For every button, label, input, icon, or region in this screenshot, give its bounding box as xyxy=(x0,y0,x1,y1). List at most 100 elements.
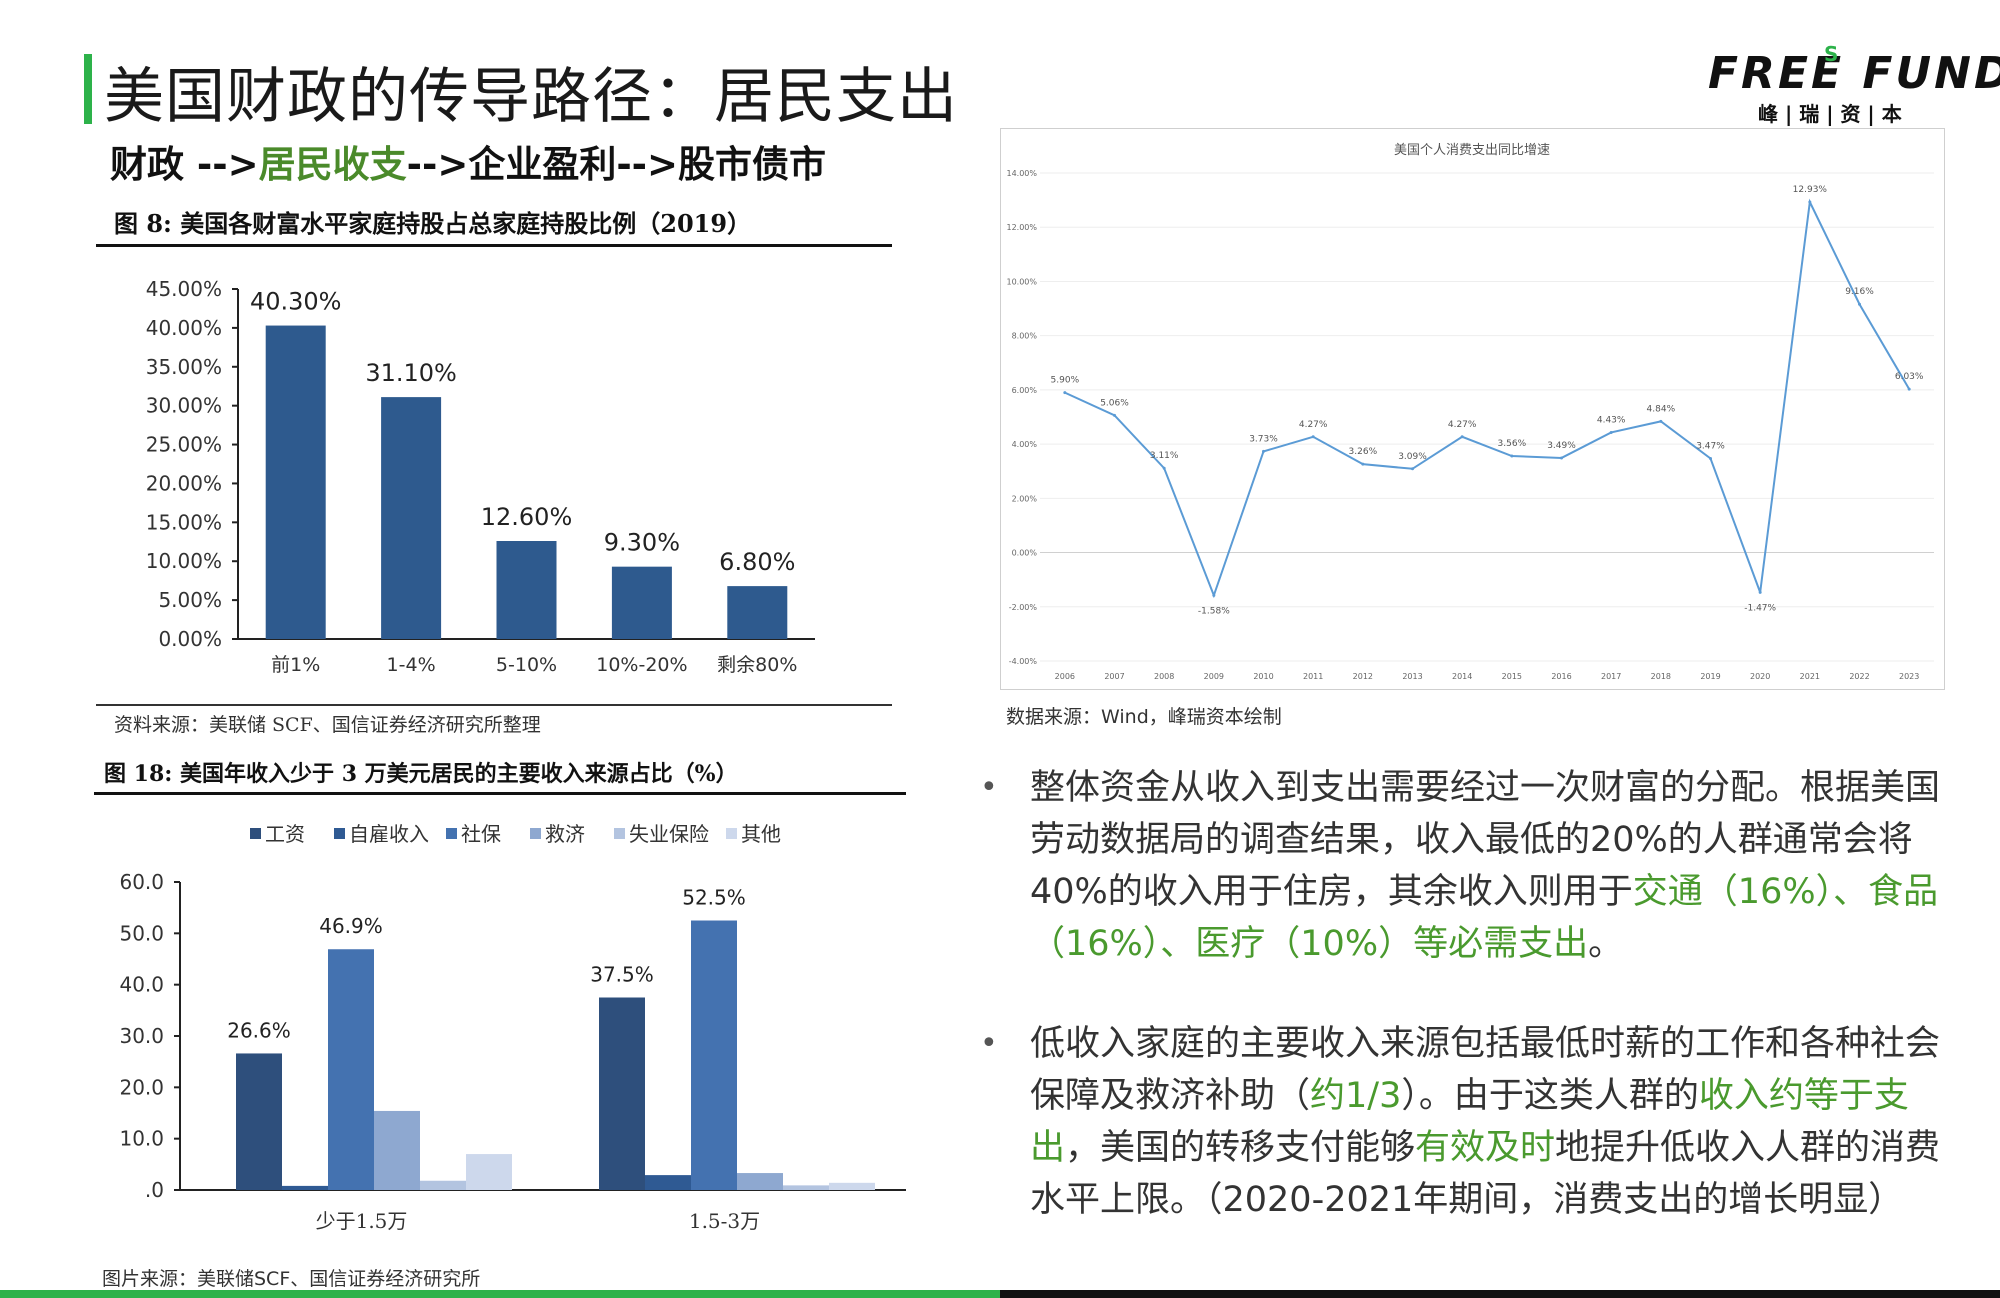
line-chart-point xyxy=(1063,391,1067,395)
fig8-y-tick-label: 45.00% xyxy=(146,277,222,301)
fig18-legend-label: 自雇收入 xyxy=(349,822,429,846)
fig18-bar xyxy=(328,949,374,1190)
fig18-x-tick-label: 1.5-3万 xyxy=(689,1209,760,1233)
bullet-dot-1: • xyxy=(980,770,998,805)
bullet-paragraph-2: 低收入家庭的主要收入来源包括最低时薪的工作和各种社会保障及救济补助（约1/3）。… xyxy=(1030,1018,1960,1226)
line-chart-y-tick-label: 6.00% xyxy=(1012,386,1038,395)
fig18-y-tick-label: 20.0 xyxy=(119,1075,164,1099)
fig8-value-label: 12.60% xyxy=(481,503,573,531)
fig18-y-tick-label: 50.0 xyxy=(119,921,164,945)
bullet-2-text-2: 约1/3 xyxy=(1310,1076,1402,1116)
page-title: 美国财政的传导路径：居民支出 xyxy=(104,62,958,132)
fig8-y-tick-label: 35.00% xyxy=(146,355,222,379)
line-chart-data-label: 3.11% xyxy=(1150,451,1179,461)
fig18-legend-swatch xyxy=(614,828,625,839)
line-chart-point xyxy=(1560,456,1563,460)
subtitle-part-1: 财政 --> xyxy=(110,143,259,186)
line-chart-data-label: 4.27% xyxy=(1299,420,1328,430)
line-chart-data-label: 4.43% xyxy=(1597,415,1626,425)
fig18-value-label: 52.5% xyxy=(682,886,746,910)
footer-green-bar xyxy=(0,1290,1000,1298)
fig8-value-label: 40.30% xyxy=(250,288,342,316)
line-chart-point xyxy=(1113,413,1116,417)
line-chart-x-tick-label: 2011 xyxy=(1303,672,1323,681)
fig18-y-tick-label: .0 xyxy=(145,1178,164,1202)
fig18-legend-swatch xyxy=(334,828,345,839)
fig8-value-label: 6.80% xyxy=(719,548,795,576)
fig18-value-label: 37.5% xyxy=(590,963,654,987)
line-chart-y-tick-label: 2.00% xyxy=(1012,494,1038,503)
line-chart-x-tick-label: 2020 xyxy=(1750,672,1770,681)
fig18-legend-swatch xyxy=(726,828,737,839)
line-chart-data-label: 3.47% xyxy=(1696,441,1725,451)
fig8-bar xyxy=(496,541,557,639)
fig18-y-tick-label: 10.0 xyxy=(119,1127,164,1151)
bullet-1-text-3: 。 xyxy=(1588,924,1624,964)
line-chart-y-tick-label: 0.00% xyxy=(1012,549,1038,558)
line-chart-x-tick-label: 2006 xyxy=(1055,672,1075,681)
fig8-x-tick-label: 前1% xyxy=(271,654,320,676)
line-chart-x-tick-label: 2010 xyxy=(1253,672,1273,681)
line-chart-data-label: 5.90% xyxy=(1051,376,1080,386)
line-chart-data-label: 3.56% xyxy=(1498,439,1527,449)
title-accent-bar xyxy=(84,54,92,124)
line-chart-data-label: 3.49% xyxy=(1547,441,1576,451)
fig18-source: 图片来源：美联储SCF、国信证券经济研究所 xyxy=(102,1268,481,1290)
line-chart-x-tick-label: 2012 xyxy=(1353,672,1373,681)
line-chart-series-line xyxy=(1064,198,1911,599)
line-chart-x-tick-label: 2009 xyxy=(1204,672,1224,681)
bullet-2-text-7: 地提升低收入人群的消费水平上限。（2020-2021年期间，消费支出的增长明显） xyxy=(1030,1128,1941,1220)
fig18-bar xyxy=(645,1175,691,1190)
fig8-bar xyxy=(265,325,326,639)
line-chart-point xyxy=(1510,454,1514,458)
fig18-bar xyxy=(829,1182,875,1190)
line-chart-x-tick-label: 2022 xyxy=(1849,672,1869,681)
fig8-value-label: 31.10% xyxy=(365,359,457,387)
page-subtitle: 财政 -->居民收支-->企业盈利-->股市债市 xyxy=(110,134,826,188)
line-chart-frame xyxy=(1000,128,1945,690)
fig8-source: 资料来源：美联储 SCF、国信证券经济研究所整理 xyxy=(114,714,541,736)
line-chart-y-tick-label: 10.00% xyxy=(1006,277,1037,286)
fig18-bar xyxy=(282,1185,328,1190)
fig8-x-tick-label: 10%-20% xyxy=(596,654,687,676)
fig18-bar xyxy=(374,1110,420,1190)
line-chart-data-label: -1.47% xyxy=(1744,603,1776,613)
line-chart-point xyxy=(1361,462,1365,466)
subtitle-part-2: 居民收支 xyxy=(258,143,407,186)
line-chart-x-tick-label: 2013 xyxy=(1402,672,1422,681)
fig18-bar xyxy=(466,1154,512,1190)
bullet-2-text-3: ）。由于这类人群的 xyxy=(1401,1076,1699,1116)
line-chart-y-tick-label: 8.00% xyxy=(1012,332,1038,341)
bullet-paragraph-1: 整体资金从收入到支出需要经过一次财富的分配。根据美国劳动数据局的调查结果，收入最… xyxy=(1030,762,1960,970)
line-chart-point xyxy=(1262,449,1265,453)
line-chart-x-tick-label: 2014 xyxy=(1452,672,1472,681)
line-chart-y-tick-label: 4.00% xyxy=(1012,440,1038,449)
line-chart-x-tick-label: 2016 xyxy=(1551,672,1571,681)
line-chart-data-label: 4.84% xyxy=(1647,404,1676,414)
footer-black-bar xyxy=(1000,1290,2000,1298)
line-chart-data-label: 12.93% xyxy=(1793,185,1828,195)
fig8-x-tick-label: 1-4% xyxy=(387,654,436,676)
fig18-bar xyxy=(599,997,645,1190)
fig18-bar xyxy=(236,1053,282,1190)
line-chart-x-tick-label: 2017 xyxy=(1601,672,1621,681)
line-chart-data-label: 4.27% xyxy=(1448,420,1477,430)
line-chart-x-tick-label: 2018 xyxy=(1651,672,1671,681)
fig18-bar xyxy=(691,920,737,1190)
line-chart-point xyxy=(1808,200,1812,204)
bullet-2-text-6: 有效及时 xyxy=(1415,1128,1556,1168)
line-chart-data-label: 3.09% xyxy=(1398,452,1427,462)
line-chart-title: 美国个人消费支出同比增速 xyxy=(1394,143,1550,158)
fig8-top-rule xyxy=(96,244,892,247)
freefund-logo: FREE FUND S 峰 | 瑞 | 资 | 本 xyxy=(1706,42,2000,128)
fig18-legend-label: 其他 xyxy=(741,822,781,846)
fig8-bottom-rule xyxy=(96,704,892,706)
logo-s-mark: S xyxy=(1824,42,1839,66)
bullet-dot-2: • xyxy=(980,1026,998,1061)
line-chart-y-tick-label: 14.00% xyxy=(1006,169,1037,178)
fig8-x-tick-label: 剩余80% xyxy=(717,654,797,676)
fig8-bar xyxy=(381,397,442,639)
fig18-caption: 图 18: 美国年收入少于 3 万美元居民的主要收入来源占比（%） xyxy=(104,761,738,787)
